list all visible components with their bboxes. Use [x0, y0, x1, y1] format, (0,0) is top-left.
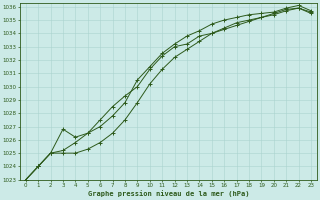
X-axis label: Graphe pression niveau de la mer (hPa): Graphe pression niveau de la mer (hPa) — [88, 190, 249, 197]
